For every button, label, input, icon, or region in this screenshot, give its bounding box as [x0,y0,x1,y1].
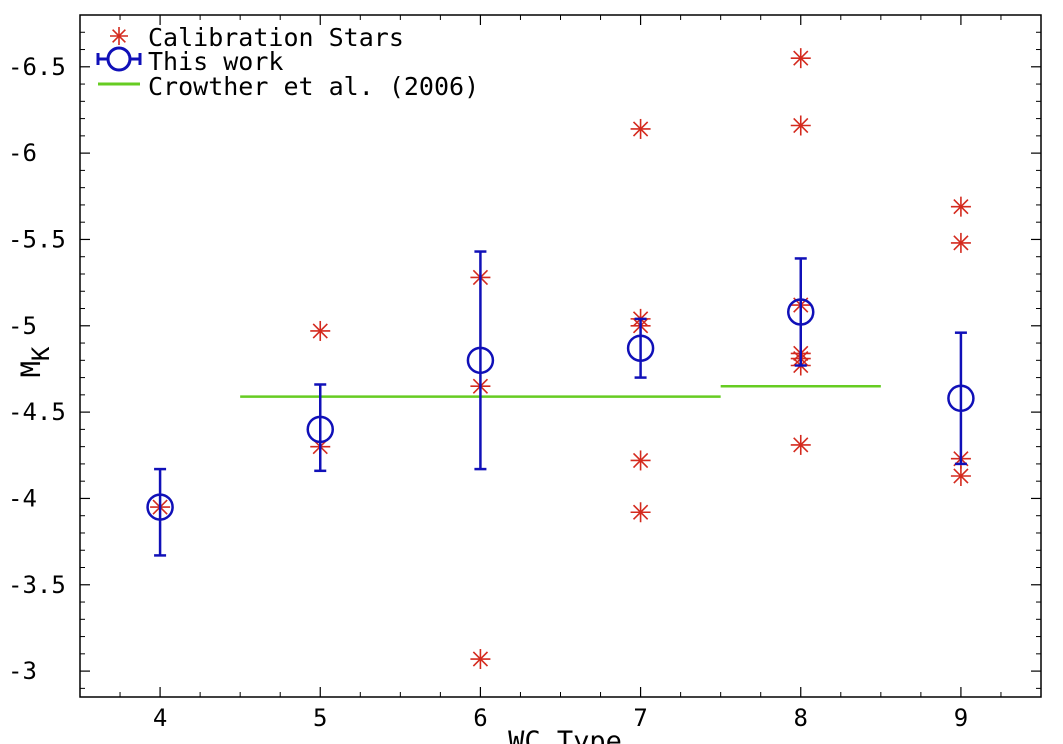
svg-text:MK: MK [16,346,55,377]
legend-label-this-work: This work [148,47,283,76]
legend-circle-marker [106,46,132,72]
this-work-point [466,250,495,471]
calibration-stars-series [150,48,971,670]
y-tick-label: -6.5 [8,53,66,81]
legend-label-crowther: Crowther et al. (2006) [148,72,479,101]
asterisk-stroke [793,437,809,453]
asterisk-stroke [793,117,809,134]
calibration-star-point [790,48,811,69]
asterisk-stroke [793,50,809,66]
x-tick-label: 7 [633,704,647,732]
x-tick-label: 9 [954,704,968,732]
calibration-star-point [630,118,651,139]
y-tick-label: -4.5 [8,398,66,426]
y-tick-label: -4 [8,484,37,512]
this-work-circle [306,415,334,444]
legend-item-crowther: Crowther et al. (2006) [98,72,479,101]
axis-ticks [80,14,1041,697]
calibration-star-point [630,450,651,471]
this-work-point [626,317,655,379]
calibration-star-point [950,232,971,253]
asterisk-stroke [953,468,969,484]
x-axis-title: WC Type [508,726,622,744]
calibration-star-point [950,196,971,217]
this-work-circle [787,298,815,326]
asterisk-stroke [632,452,649,469]
this-work-circle [146,493,174,521]
y-tick-label: -3 [8,657,37,685]
asterisk-stroke [632,121,649,137]
asterisk-stroke [953,199,969,215]
this-work-point [306,383,334,473]
tick-labels: 4 5 6 7 8 9 -3 -3.5 -4 -4.5 -5 -5.5 -6 -6.5 [8,53,968,732]
y-tick-label: -6 [8,139,37,167]
y-tick-label: -5 [8,312,37,340]
calibration-star-point [470,649,491,670]
asterisk-stroke [953,235,969,251]
legend-asterisk [110,27,128,45]
asterisk-stroke [472,651,489,667]
asterisk-stroke [112,29,126,43]
asterisk-stroke [312,323,328,339]
y-tick-label: -3.5 [8,571,66,599]
legend-item-this-work: This work [96,46,283,76]
y-axis-title: MK [16,346,55,377]
calibration-star-point [790,115,811,136]
y-axis-title-subscript: K [27,346,55,361]
legend-asterisk-marker [110,27,128,45]
plot-frame [79,14,1042,698]
y-axis-title-main: M [16,361,47,377]
calibration-star-point [950,465,971,486]
this-work-circle [947,384,975,413]
x-tick-label: 5 [313,704,327,732]
this-work-point [947,331,975,466]
this-work-series [146,250,975,557]
x-tick-label: 8 [794,704,808,732]
this-work-circle [466,346,495,375]
legend: Calibration Stars This work Crowther et … [96,23,479,101]
calibration-star-point [630,502,651,523]
asterisk-stroke [632,504,649,520]
this-work-point [146,467,174,557]
x-tick-label: 6 [473,704,487,732]
this-work-point [787,257,815,367]
calibration-star-point [310,320,331,341]
calibration-star-point [790,434,811,455]
y-tick-label: -5.5 [8,225,66,253]
legend-label-calibration-stars: Calibration Stars [148,23,404,52]
crowther-series [240,384,881,398]
x-tick-label: 4 [153,704,167,732]
this-work-circle [626,334,655,362]
legend-item-calibration-stars: Calibration Stars [110,23,404,52]
